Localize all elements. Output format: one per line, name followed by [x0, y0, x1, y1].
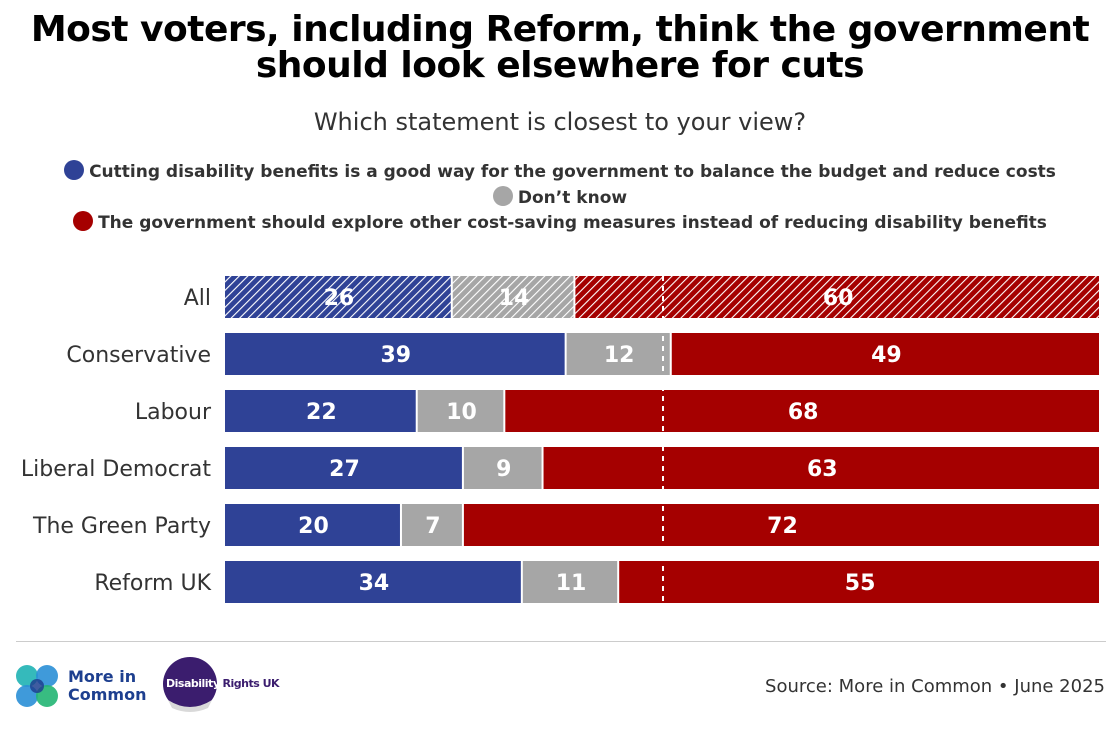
disability-rights-uk-logo-b: Rights UK — [222, 677, 280, 690]
category-label-liberal-democrat: Liberal Democrat — [21, 457, 211, 482]
title-line-1: Most voters, including Reform, think the… — [30, 9, 1090, 50]
bar-the-green-party-dont-know — [401, 504, 462, 546]
bar-reform-uk-dont-know — [522, 561, 618, 603]
bar-value-conservative-dont-know: 12 — [604, 343, 635, 368]
footer-divider — [16, 641, 1106, 642]
disability-rights-uk-logo-icon — [163, 657, 217, 712]
bar-reform-uk-cut — [225, 561, 521, 603]
bar-liberal-democrat-cut — [225, 447, 462, 489]
bar-labour-dont-know — [417, 390, 504, 432]
legend-label-cut: Cutting disability benefits is a good wa… — [89, 162, 1056, 182]
legend-label-other: The government should explore other cost… — [98, 213, 1047, 233]
bar-labour-other — [505, 390, 1099, 432]
category-label-all: All — [184, 286, 211, 311]
bar-value-conservative-cut: 39 — [381, 343, 412, 368]
category-label-reform-uk: Reform UK — [94, 571, 211, 596]
legend-swatch-dont-know — [492, 186, 513, 206]
bar-value-reform-uk-other: 55 — [845, 571, 876, 596]
legend-label-dont-know: Don’t know — [517, 188, 628, 208]
bar-all-cut — [225, 276, 451, 318]
bar-liberal-democrat-other — [543, 447, 1099, 489]
bar-value-the-green-party-dont-know: 7 — [425, 514, 440, 539]
legend-item-cut: Cutting disability benefits is a good wa… — [0, 160, 1120, 182]
category-label-the-green-party: The Green Party — [32, 514, 211, 539]
more-in-common-logo-text: More in Common — [68, 668, 146, 704]
bar-value-liberal-democrat-cut: 27 — [329, 457, 360, 482]
bar-value-labour-other: 68 — [788, 400, 819, 425]
legend-item-dont-know: Don’t know — [0, 186, 1120, 208]
bar-the-green-party-cut — [225, 504, 400, 546]
source-note: Source: More in Common • June 2025 — [765, 676, 1105, 697]
bar-value-labour-cut: 22 — [306, 400, 337, 425]
legend-swatch-other — [73, 211, 94, 231]
bar-value-reform-uk-cut: 34 — [359, 571, 390, 596]
chart-subtitle: Which statement is closest to your view? — [313, 108, 807, 136]
bar-the-green-party-other — [463, 504, 1100, 546]
bar-value-liberal-democrat-dont-know: 9 — [496, 457, 511, 482]
bar-value-the-green-party-cut: 20 — [298, 514, 329, 539]
disability-rights-uk-logo-text: Disability Rights UK — [166, 677, 280, 690]
bar-liberal-democrat-dont-know — [463, 447, 542, 489]
more-in-common-logo-line-1: More in — [68, 667, 137, 686]
more-in-common-logo-icon — [16, 665, 58, 707]
bar-conservative-dont-know — [566, 333, 670, 375]
chart-title: Most voters, including Reform, think the… — [0, 12, 1120, 84]
disability-rights-uk-logo-a: Disability — [166, 677, 220, 690]
bar-labour-cut — [225, 390, 416, 432]
bar-value-all-cut: 26 — [324, 286, 355, 311]
bar-reform-uk-other — [619, 561, 1099, 603]
bar-value-all-other: 60 — [823, 286, 854, 311]
bar-value-the-green-party-other: 72 — [767, 514, 798, 539]
bar-value-liberal-democrat-other: 63 — [807, 457, 838, 482]
bar-value-reform-uk-dont-know: 11 — [556, 571, 587, 596]
bar-value-all-dont-know: 14 — [499, 286, 530, 311]
more-in-common-logo-line-2: Common — [68, 685, 147, 704]
category-label-conservative: Conservative — [66, 343, 211, 368]
legend-swatch-cut — [64, 160, 85, 180]
stacked-bar-chart: All 26 14 60 Conservative 39 12 49 Labour 22 10 68 L… — [21, 276, 1100, 603]
legend-item-other: The government should explore other cost… — [0, 211, 1120, 233]
category-label-labour: Labour — [135, 400, 212, 425]
title-line-2: should look elsewhere for cuts — [255, 45, 865, 86]
bar-value-conservative-other: 49 — [871, 343, 902, 368]
bar-value-labour-dont-know: 10 — [446, 400, 477, 425]
bar-conservative-cut — [225, 333, 565, 375]
bar-all-dont-know — [452, 276, 574, 318]
bar-conservative-other — [671, 333, 1099, 375]
